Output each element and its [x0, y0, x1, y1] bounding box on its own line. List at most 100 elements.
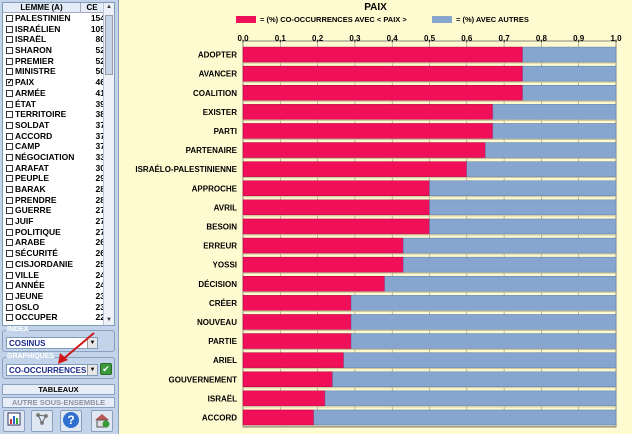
list-item[interactable]: PREMIER 52 — [3, 56, 114, 67]
checkbox[interactable] — [6, 132, 13, 140]
checkbox[interactable] — [6, 207, 13, 215]
bar-cooccurrence — [242, 104, 494, 120]
scroll-down-icon[interactable]: ▼ — [106, 317, 112, 323]
list-item[interactable]: CISJORDANIE 25 — [3, 259, 114, 270]
list-item[interactable]: SOLDAT 37 — [3, 120, 114, 131]
checkbox[interactable] — [6, 282, 13, 290]
checkbox[interactable] — [6, 36, 13, 44]
x-tick-label: 0,1 — [275, 34, 287, 43]
list-item[interactable]: ISRAÉLIEN 105 — [3, 24, 114, 35]
list-item[interactable]: OCCUPER 22 — [3, 312, 114, 323]
list-item[interactable]: ACCORD 37 — [3, 131, 114, 142]
left-panel: LEMME (A) CE PALESTINIEN 154 ISRAÉLIEN 105 I… — [0, 0, 119, 434]
checkbox[interactable] — [6, 100, 13, 108]
checkbox[interactable] — [6, 250, 13, 258]
category-label: PARTI — [214, 127, 237, 136]
checkbox[interactable] — [6, 228, 13, 236]
checkbox[interactable] — [6, 15, 13, 22]
list-item[interactable]: TERRITOIRE 38 — [3, 109, 114, 120]
list-item-label: SÉCURITÉ — [15, 248, 58, 259]
checkbox[interactable] — [6, 303, 13, 311]
checkbox[interactable] — [6, 68, 13, 76]
checkbox[interactable] — [6, 89, 13, 97]
bar-cooccurrence — [242, 46, 523, 63]
network-icon[interactable] — [31, 410, 53, 432]
index-select[interactable]: COSINUS ▼ — [6, 337, 98, 349]
list-item[interactable]: ÉTAT 39 — [3, 99, 114, 110]
column-header-count[interactable]: CE — [86, 3, 98, 12]
report-icon[interactable] — [3, 410, 25, 432]
bar-others — [384, 276, 617, 292]
list-item[interactable]: POLITIQUE 27 — [3, 227, 114, 238]
list-item[interactable]: ANNÉE 24 — [3, 280, 114, 291]
checkbox[interactable] — [6, 121, 13, 129]
x-tick-label: 0,4 — [387, 34, 399, 43]
checkbox[interactable] — [6, 175, 13, 183]
list-item-count: 37 — [95, 141, 105, 152]
home-icon[interactable] — [91, 410, 113, 432]
list-item[interactable]: GUERRE 27 — [3, 205, 114, 216]
list-item[interactable]: BARAK 28 — [3, 184, 114, 195]
list-item[interactable]: PALESTINIEN 154 — [3, 13, 114, 24]
list-item[interactable]: PRENDRE 28 — [3, 195, 114, 206]
checkbox[interactable] — [6, 153, 13, 161]
checkbox[interactable] — [6, 164, 13, 172]
bar-cooccurrence — [242, 85, 523, 101]
checkbox[interactable] — [6, 239, 13, 247]
list-item[interactable]: MINISTRE 50 — [3, 66, 114, 77]
graphics-select[interactable]: CO-OCCURRENCES ▼ — [6, 364, 98, 376]
bar-cooccurrence — [242, 65, 523, 82]
list-item[interactable]: JEUNE 23 — [3, 291, 114, 302]
list-item[interactable]: ARABE 26 — [3, 237, 114, 248]
list-item[interactable]: SÉCURITÉ 26 — [3, 248, 114, 259]
checkbox[interactable] — [6, 186, 13, 193]
chevron-down-icon[interactable]: ▼ — [87, 365, 97, 375]
checkbox[interactable] — [6, 196, 13, 204]
checkbox[interactable] — [6, 271, 13, 279]
checkbox[interactable]: ✓ — [6, 79, 13, 87]
list-item-label: GUERRE — [15, 205, 52, 216]
scroll-up-icon[interactable]: ▲ — [106, 4, 112, 10]
list-item[interactable]: OSLO 23 — [3, 302, 114, 313]
list-item-count: 33 — [95, 151, 105, 162]
tables-button[interactable]: TABLEAUX — [2, 384, 115, 395]
lemma-table: LEMME (A) CE PALESTINIEN 154 ISRAÉLIEN 105 I… — [2, 2, 115, 326]
bar-others — [429, 218, 617, 235]
checkbox[interactable] — [6, 47, 13, 55]
other-subset-button[interactable]: AUTRE SOUS-ENSEMBLE — [2, 397, 115, 408]
list-item[interactable]: ✓ PAIX 46 — [3, 77, 114, 88]
list-item[interactable]: VILLE 24 — [3, 270, 114, 281]
legend-label-others: = (%) AVEC AUTRES — [456, 15, 529, 24]
list-item[interactable]: CAMP 37 — [3, 141, 114, 152]
checkbox[interactable] — [6, 111, 13, 119]
list-item[interactable]: NÉGOCIATION 33 — [3, 152, 114, 163]
list-item[interactable]: ISRAËL 80 — [3, 34, 114, 45]
list-item[interactable]: ARMÉE 41 — [3, 88, 114, 99]
checkbox[interactable] — [6, 25, 13, 33]
checkbox[interactable] — [6, 218, 13, 226]
lemma-scrollbar[interactable]: ▲ ▼ — [103, 3, 114, 325]
scroll-thumb[interactable] — [105, 15, 113, 75]
checkbox[interactable] — [6, 314, 13, 322]
lemma-list: PALESTINIEN 154 ISRAÉLIEN 105 ISRAËL 80 SHARON… — [3, 13, 114, 323]
list-item-label: ACCORD — [15, 130, 53, 141]
apply-check-icon[interactable]: ✔ — [100, 363, 112, 375]
bar-others — [324, 390, 617, 407]
bar-others — [332, 371, 617, 387]
list-item[interactable]: ARAFAT 30 — [3, 163, 114, 174]
column-header-lemma[interactable]: LEMME (A) — [3, 3, 81, 12]
help-icon[interactable]: ? — [60, 410, 82, 432]
checkbox[interactable] — [6, 260, 13, 268]
checkbox[interactable] — [6, 143, 13, 151]
list-item-count: 29 — [95, 173, 105, 184]
list-item[interactable]: SHARON 52 — [3, 45, 114, 56]
list-item[interactable]: JUIF 27 — [3, 216, 114, 227]
checkbox[interactable] — [6, 57, 13, 65]
list-item-count: 24 — [95, 280, 105, 291]
x-tick-label: 0,9 — [573, 34, 585, 43]
checkbox[interactable] — [6, 292, 13, 300]
list-item[interactable]: PEUPLE 29 — [3, 173, 114, 184]
chevron-down-icon[interactable]: ▼ — [87, 338, 97, 348]
graphics-group: GRAPHIQUES CO-OCCURRENCES ▼ ✔ — [2, 353, 115, 379]
list-item-label: ARAFAT — [15, 162, 49, 173]
